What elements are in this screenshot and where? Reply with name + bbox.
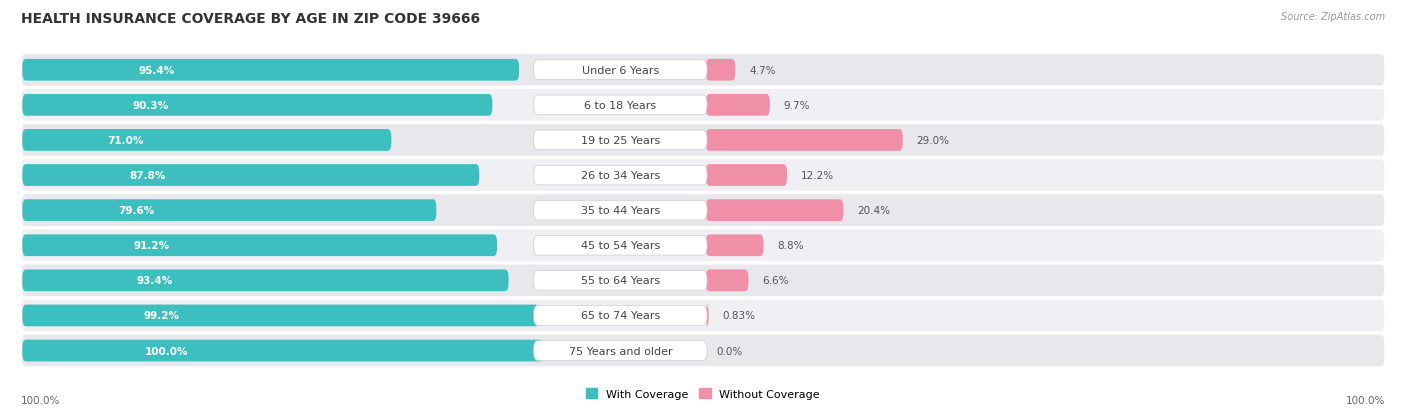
- FancyBboxPatch shape: [706, 165, 787, 186]
- FancyBboxPatch shape: [21, 194, 1385, 228]
- FancyBboxPatch shape: [22, 235, 498, 256]
- FancyBboxPatch shape: [533, 96, 707, 115]
- FancyBboxPatch shape: [533, 271, 707, 290]
- Text: 93.4%: 93.4%: [136, 275, 173, 286]
- FancyBboxPatch shape: [22, 200, 436, 221]
- Text: 90.3%: 90.3%: [132, 101, 169, 111]
- Text: 4.7%: 4.7%: [749, 66, 776, 76]
- FancyBboxPatch shape: [706, 95, 770, 116]
- FancyBboxPatch shape: [22, 95, 492, 116]
- Text: 79.6%: 79.6%: [118, 206, 155, 216]
- Text: 9.7%: 9.7%: [783, 101, 810, 111]
- FancyBboxPatch shape: [22, 270, 509, 292]
- FancyBboxPatch shape: [21, 54, 1385, 88]
- Text: 100.0%: 100.0%: [1346, 395, 1385, 405]
- Text: Source: ZipAtlas.com: Source: ZipAtlas.com: [1281, 12, 1385, 22]
- FancyBboxPatch shape: [22, 305, 538, 327]
- Text: 6 to 18 Years: 6 to 18 Years: [585, 101, 657, 111]
- Text: 91.2%: 91.2%: [134, 241, 170, 251]
- FancyBboxPatch shape: [21, 299, 1385, 332]
- FancyBboxPatch shape: [533, 201, 707, 221]
- Legend: With Coverage, Without Coverage: With Coverage, Without Coverage: [582, 384, 824, 404]
- Text: 71.0%: 71.0%: [107, 135, 143, 146]
- FancyBboxPatch shape: [21, 89, 1385, 122]
- Text: 12.2%: 12.2%: [801, 171, 834, 180]
- Text: 99.2%: 99.2%: [143, 311, 180, 320]
- FancyBboxPatch shape: [706, 270, 748, 292]
- FancyBboxPatch shape: [21, 229, 1385, 262]
- Text: 35 to 44 Years: 35 to 44 Years: [581, 206, 659, 216]
- Text: 19 to 25 Years: 19 to 25 Years: [581, 135, 659, 146]
- FancyBboxPatch shape: [22, 340, 543, 361]
- FancyBboxPatch shape: [22, 60, 519, 81]
- Text: 0.83%: 0.83%: [723, 311, 755, 320]
- FancyBboxPatch shape: [533, 61, 707, 81]
- FancyBboxPatch shape: [22, 165, 479, 186]
- Text: 100.0%: 100.0%: [21, 395, 60, 405]
- FancyBboxPatch shape: [533, 341, 707, 361]
- FancyBboxPatch shape: [706, 200, 844, 221]
- FancyBboxPatch shape: [533, 236, 707, 256]
- Text: 45 to 54 Years: 45 to 54 Years: [581, 241, 659, 251]
- Text: 29.0%: 29.0%: [917, 135, 949, 146]
- FancyBboxPatch shape: [706, 305, 709, 327]
- Text: 26 to 34 Years: 26 to 34 Years: [581, 171, 659, 180]
- Text: 100.0%: 100.0%: [145, 346, 188, 356]
- FancyBboxPatch shape: [21, 264, 1385, 297]
- FancyBboxPatch shape: [533, 131, 707, 150]
- Text: 95.4%: 95.4%: [139, 66, 176, 76]
- Text: Under 6 Years: Under 6 Years: [582, 66, 659, 76]
- FancyBboxPatch shape: [533, 306, 707, 325]
- Text: 55 to 64 Years: 55 to 64 Years: [581, 275, 659, 286]
- FancyBboxPatch shape: [706, 130, 903, 152]
- FancyBboxPatch shape: [21, 334, 1385, 368]
- Text: HEALTH INSURANCE COVERAGE BY AGE IN ZIP CODE 39666: HEALTH INSURANCE COVERAGE BY AGE IN ZIP …: [21, 12, 481, 26]
- FancyBboxPatch shape: [706, 235, 763, 256]
- FancyBboxPatch shape: [21, 124, 1385, 157]
- Text: 75 Years and older: 75 Years and older: [568, 346, 672, 356]
- Text: 6.6%: 6.6%: [762, 275, 789, 286]
- Text: 87.8%: 87.8%: [129, 171, 166, 180]
- Text: 65 to 74 Years: 65 to 74 Years: [581, 311, 659, 320]
- Text: 0.0%: 0.0%: [717, 346, 742, 356]
- FancyBboxPatch shape: [533, 166, 707, 185]
- Text: 20.4%: 20.4%: [858, 206, 890, 216]
- FancyBboxPatch shape: [706, 60, 735, 81]
- FancyBboxPatch shape: [22, 130, 391, 152]
- Text: 8.8%: 8.8%: [778, 241, 804, 251]
- FancyBboxPatch shape: [21, 159, 1385, 192]
